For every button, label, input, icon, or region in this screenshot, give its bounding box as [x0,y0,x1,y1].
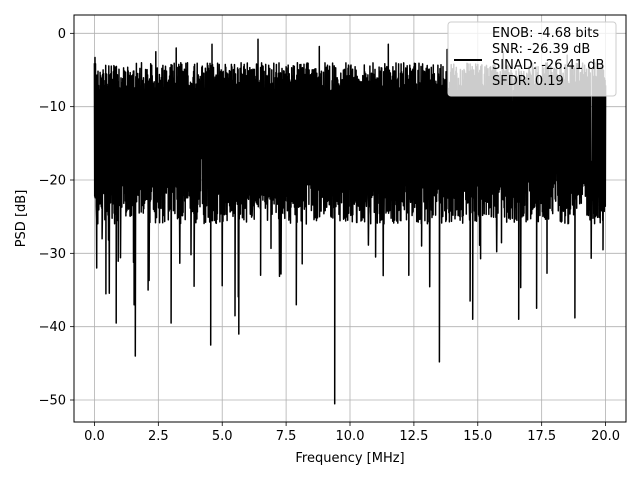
x-axis-label: Frequency [MHz] [295,451,404,466]
x-tick-label: 2.5 [148,429,169,444]
psd-series [93,38,607,405]
y-tick-label: −50 [39,394,66,409]
axis-ticks: 0.0 2.5 5.0 7.5 10.0 12.5 15.0 17.5 20.0 0 −10 −20 −… [39,27,620,444]
psd-series-line [93,38,607,405]
legend-sinad-text: SINAD: -26.41 dB [492,58,604,73]
x-tick-label: 7.5 [276,429,297,444]
x-tick-label: 12.5 [399,429,428,444]
legend-box [447,21,617,97]
legend: ENOB: -4.68 bits SNR: -26.39 dB SINAD: -… [447,21,617,97]
legend-snr-text: SNR: -26.39 dB [492,42,590,57]
x-tick-label: 17.5 [527,429,556,444]
y-tick-label: −20 [39,174,66,189]
x-tick-label: 15.0 [463,429,492,444]
x-tick-label: 5.0 [212,429,233,444]
y-tick-label: −30 [39,247,66,262]
y-tick-label: −40 [39,320,66,335]
x-tick-label: 0.0 [84,429,105,444]
y-tick-label: 0 [58,27,66,42]
y-tick-label: −10 [39,100,66,115]
x-tick-label: 10.0 [336,429,365,444]
x-tick-label: 20.0 [591,429,620,444]
legend-sfdr-text: SFDR: 0.19 [492,74,564,89]
y-axis-label: PSD [dB] [14,190,29,248]
legend-enob-text: ENOB: -4.68 bits [492,26,599,41]
